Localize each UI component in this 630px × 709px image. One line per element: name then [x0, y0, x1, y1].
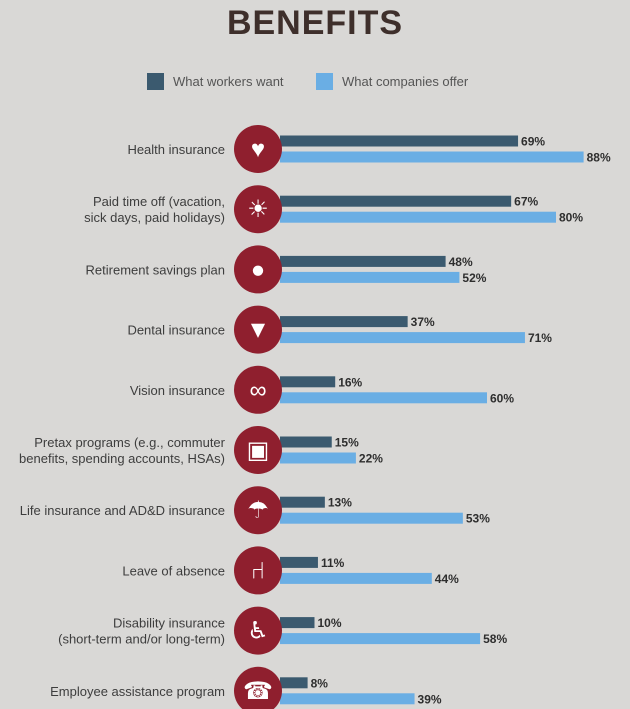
- bar-value-label: 13%: [328, 496, 352, 510]
- bar-value-label: 60%: [490, 391, 514, 405]
- bar-workers-want: [280, 255, 446, 267]
- bar-value-label: 71%: [528, 331, 552, 345]
- category-label: Disability insurance (short-term and/or l…: [58, 616, 225, 647]
- bar-companies-offer: [280, 512, 463, 524]
- category-label: Dental insurance: [127, 323, 225, 338]
- icon-badge: [234, 606, 282, 655]
- bar-workers-want: [280, 677, 308, 689]
- bar-workers-want: [280, 195, 512, 207]
- bar-workers-want: [280, 316, 408, 328]
- bar-value-label: 44%: [435, 572, 459, 586]
- bar-companies-offer: [280, 572, 432, 584]
- icon-badge: [234, 666, 282, 709]
- category-label: Pretax programs (e.g., commuter benefits,…: [19, 435, 226, 466]
- bar-companies-offer: [280, 211, 556, 223]
- wheelchair-icon: ♿: [247, 618, 269, 645]
- bar-value-label: 10%: [318, 616, 342, 630]
- bar-companies-offer: [280, 392, 487, 404]
- telephone-icon: ☎: [243, 678, 273, 705]
- legend-label-workers: What workers want: [173, 74, 284, 89]
- bar-value-label: 69%: [521, 135, 545, 149]
- bar-value-label: 16%: [338, 375, 362, 389]
- bar-value-label: 37%: [411, 315, 435, 329]
- heart-icon: ♥: [251, 136, 265, 163]
- bar-workers-want: [280, 135, 519, 147]
- category-label: Retirement savings plan: [86, 262, 225, 277]
- tooth-icon: ▼: [246, 317, 270, 344]
- category-label: Leave of absence: [122, 563, 225, 578]
- bar-companies-offer: [280, 332, 525, 344]
- bar-workers-want: [280, 496, 325, 508]
- category-label: Paid time off (vacation, sick days, paid …: [84, 194, 225, 225]
- bar-value-label: 53%: [466, 512, 490, 526]
- bar-workers-want: [280, 617, 315, 629]
- bar-value-label: 8%: [311, 676, 329, 690]
- category-label: Health insurance: [127, 142, 225, 157]
- category-label: Employee assistance program: [50, 684, 225, 699]
- icon-badge: [234, 486, 282, 535]
- bar-workers-want: [280, 376, 336, 388]
- legend-label-companies: What companies offer: [342, 74, 469, 89]
- glasses-icon: ∞: [249, 377, 266, 404]
- bar-companies-offer: [280, 693, 415, 705]
- icon-badge: [234, 365, 282, 414]
- icon-badge: [234, 185, 282, 234]
- icon-badge: [234, 245, 282, 294]
- bar-value-label: 58%: [483, 632, 507, 646]
- bar-workers-want: [280, 436, 332, 448]
- bar-companies-offer: [280, 452, 356, 464]
- bar-value-label: 52%: [462, 271, 486, 285]
- bar-companies-offer: [280, 271, 460, 283]
- bar-value-label: 15%: [335, 436, 359, 450]
- palm-tree-icon: ☀: [247, 196, 269, 223]
- bar-value-label: 11%: [321, 556, 345, 570]
- bar-workers-want: [280, 556, 318, 568]
- page-title: BENEFITS: [226, 4, 404, 42]
- umbrella-family-icon: ☂: [247, 497, 269, 524]
- icon-badge: [234, 426, 282, 474]
- bar-value-label: 22%: [359, 452, 383, 466]
- bar-value-label: 80%: [559, 211, 583, 225]
- piggy-bank-icon: ●: [251, 256, 266, 283]
- icon-badge: [234, 546, 282, 595]
- bar-value-label: 48%: [449, 255, 473, 269]
- category-label: Vision insurance: [130, 383, 225, 398]
- legend-swatch-companies: [316, 73, 333, 90]
- icon-badge: [234, 305, 282, 354]
- bar-value-label: 39%: [418, 692, 442, 706]
- bar-companies-offer: [280, 151, 584, 163]
- bus-icon: ▣: [247, 437, 270, 464]
- office-chair-icon: ⑁: [251, 557, 265, 584]
- bar-value-label: 88%: [587, 151, 611, 165]
- legend-swatch-workers: [147, 73, 164, 90]
- bar-companies-offer: [280, 633, 481, 645]
- icon-badge: [234, 125, 282, 173]
- bar-value-label: 67%: [514, 195, 538, 209]
- category-label: Life insurance and AD&D insurance: [20, 503, 225, 518]
